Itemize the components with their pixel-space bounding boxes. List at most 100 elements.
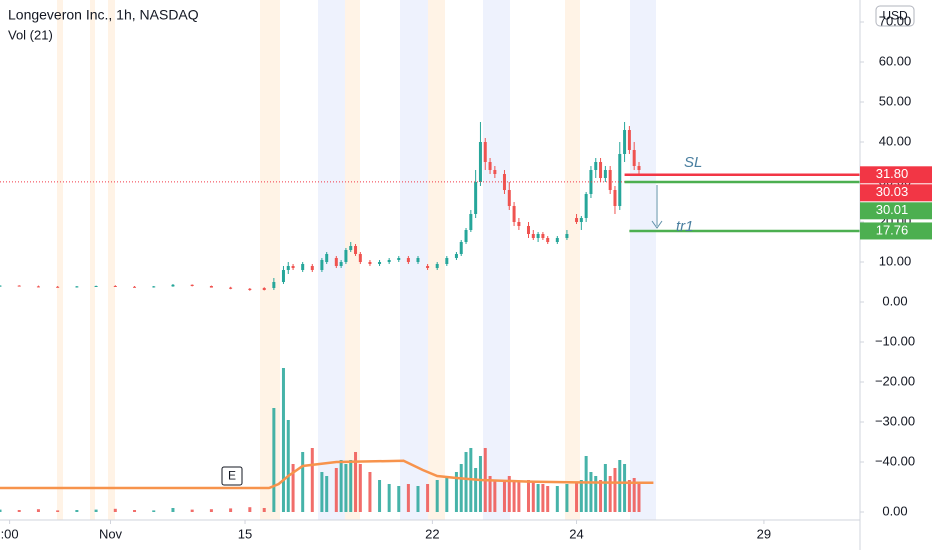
volume-bar bbox=[594, 476, 598, 512]
candle-body bbox=[512, 206, 516, 222]
level-tag bbox=[860, 202, 932, 220]
volume-bar bbox=[512, 480, 516, 512]
session-band bbox=[565, 0, 580, 520]
volume-bar bbox=[637, 484, 641, 512]
volume-bar bbox=[435, 480, 439, 512]
volume-bar bbox=[286, 420, 290, 512]
candle-body bbox=[464, 230, 468, 242]
candle-body bbox=[368, 262, 372, 264]
candle-body bbox=[526, 226, 530, 234]
y-tick-label: 60.00 bbox=[879, 53, 912, 68]
y-tick-label: −40.00 bbox=[875, 453, 915, 468]
candle-body bbox=[599, 162, 603, 178]
session-band bbox=[630, 0, 656, 520]
y-tick-label: −30.00 bbox=[875, 413, 915, 428]
volume-bar bbox=[565, 484, 569, 512]
marks bbox=[0, 122, 860, 512]
candle-body bbox=[517, 222, 521, 226]
x-tick-label: 29 bbox=[757, 526, 771, 541]
volume-bar bbox=[378, 480, 382, 512]
volume-bar bbox=[358, 464, 362, 512]
volume-bar bbox=[291, 464, 295, 512]
x-tick-label: 22 bbox=[425, 526, 439, 541]
volume-bar bbox=[579, 480, 583, 512]
candle-body bbox=[459, 242, 463, 254]
session-band bbox=[260, 0, 280, 520]
volume-bar bbox=[301, 452, 305, 512]
candle-body bbox=[75, 286, 79, 288]
volume-bar bbox=[493, 480, 497, 512]
x-tick-label: 15 bbox=[238, 526, 252, 541]
session-band bbox=[345, 0, 360, 520]
volume-bar bbox=[133, 510, 137, 512]
candle-body bbox=[397, 258, 401, 260]
candle-body bbox=[579, 218, 583, 222]
volume-bar bbox=[344, 464, 348, 512]
volume-bar bbox=[546, 486, 550, 512]
volume-bar bbox=[368, 472, 372, 512]
volume-bar bbox=[262, 508, 266, 512]
x-tick-label: :00 bbox=[1, 526, 19, 541]
candle-body bbox=[281, 270, 285, 282]
event-marker[interactable] bbox=[221, 466, 243, 486]
x-tick-label: Nov bbox=[99, 526, 123, 541]
volume-bar bbox=[464, 452, 468, 512]
volume-bar bbox=[526, 480, 530, 512]
volume-bar bbox=[454, 472, 458, 512]
volume-bar bbox=[36, 509, 40, 512]
annotation: SL bbox=[684, 154, 702, 171]
y-tick-label: 0.00 bbox=[882, 293, 907, 308]
volume-bar bbox=[536, 484, 540, 512]
volume-label: Vol (21) bbox=[8, 27, 53, 42]
candle-body bbox=[291, 266, 295, 268]
candle-body bbox=[354, 246, 358, 254]
candle-body bbox=[435, 264, 439, 268]
volume-bar bbox=[397, 486, 401, 512]
currency[interactable]: USD bbox=[882, 9, 908, 23]
candle-body bbox=[301, 264, 305, 270]
level-tag-label: 30.01 bbox=[876, 202, 909, 217]
candle-body bbox=[531, 234, 535, 238]
session-band bbox=[428, 0, 445, 520]
candle-body bbox=[478, 142, 482, 182]
volume-bar bbox=[502, 482, 506, 512]
volume-bar bbox=[488, 476, 492, 512]
candle-body bbox=[0, 285, 2, 287]
annotation: tr1 bbox=[676, 218, 694, 235]
candle-body bbox=[344, 250, 348, 262]
candle-body bbox=[584, 194, 588, 218]
volume-bar bbox=[416, 486, 420, 512]
volume-bar bbox=[387, 484, 391, 512]
chart-title: Longeveron Inc., 1h, NASDAQ bbox=[8, 7, 199, 23]
session-band bbox=[483, 0, 510, 520]
candle-body bbox=[426, 266, 430, 268]
volume-bar bbox=[56, 510, 60, 512]
volume-bar bbox=[555, 486, 559, 512]
level-tag-label: 17.76 bbox=[876, 222, 909, 237]
volume-bar bbox=[339, 460, 343, 512]
volume-bar bbox=[406, 484, 410, 512]
currency-badge[interactable] bbox=[875, 5, 915, 27]
volume-bar bbox=[248, 507, 252, 512]
session-bands bbox=[57, 0, 656, 520]
volume-bar bbox=[325, 476, 329, 512]
candle-body bbox=[637, 166, 641, 170]
y-tick-label: 40.00 bbox=[879, 133, 912, 148]
y-tick-label: 70.00 bbox=[879, 13, 912, 28]
volume-bar bbox=[310, 448, 314, 512]
candle-body bbox=[565, 234, 569, 238]
volume-bar bbox=[349, 460, 353, 512]
candle-body bbox=[483, 142, 487, 162]
candle-body bbox=[454, 254, 458, 258]
candle-body bbox=[248, 288, 252, 290]
candle-body bbox=[589, 170, 593, 194]
volume-bar bbox=[354, 452, 358, 512]
volume-bar bbox=[94, 509, 98, 512]
event-marker-label[interactable]: E bbox=[228, 469, 236, 483]
volume-bar bbox=[17, 510, 21, 512]
volume-bar bbox=[426, 484, 430, 512]
volume-bar bbox=[0, 509, 2, 512]
candle-body bbox=[349, 246, 353, 250]
candle-body bbox=[229, 287, 233, 289]
